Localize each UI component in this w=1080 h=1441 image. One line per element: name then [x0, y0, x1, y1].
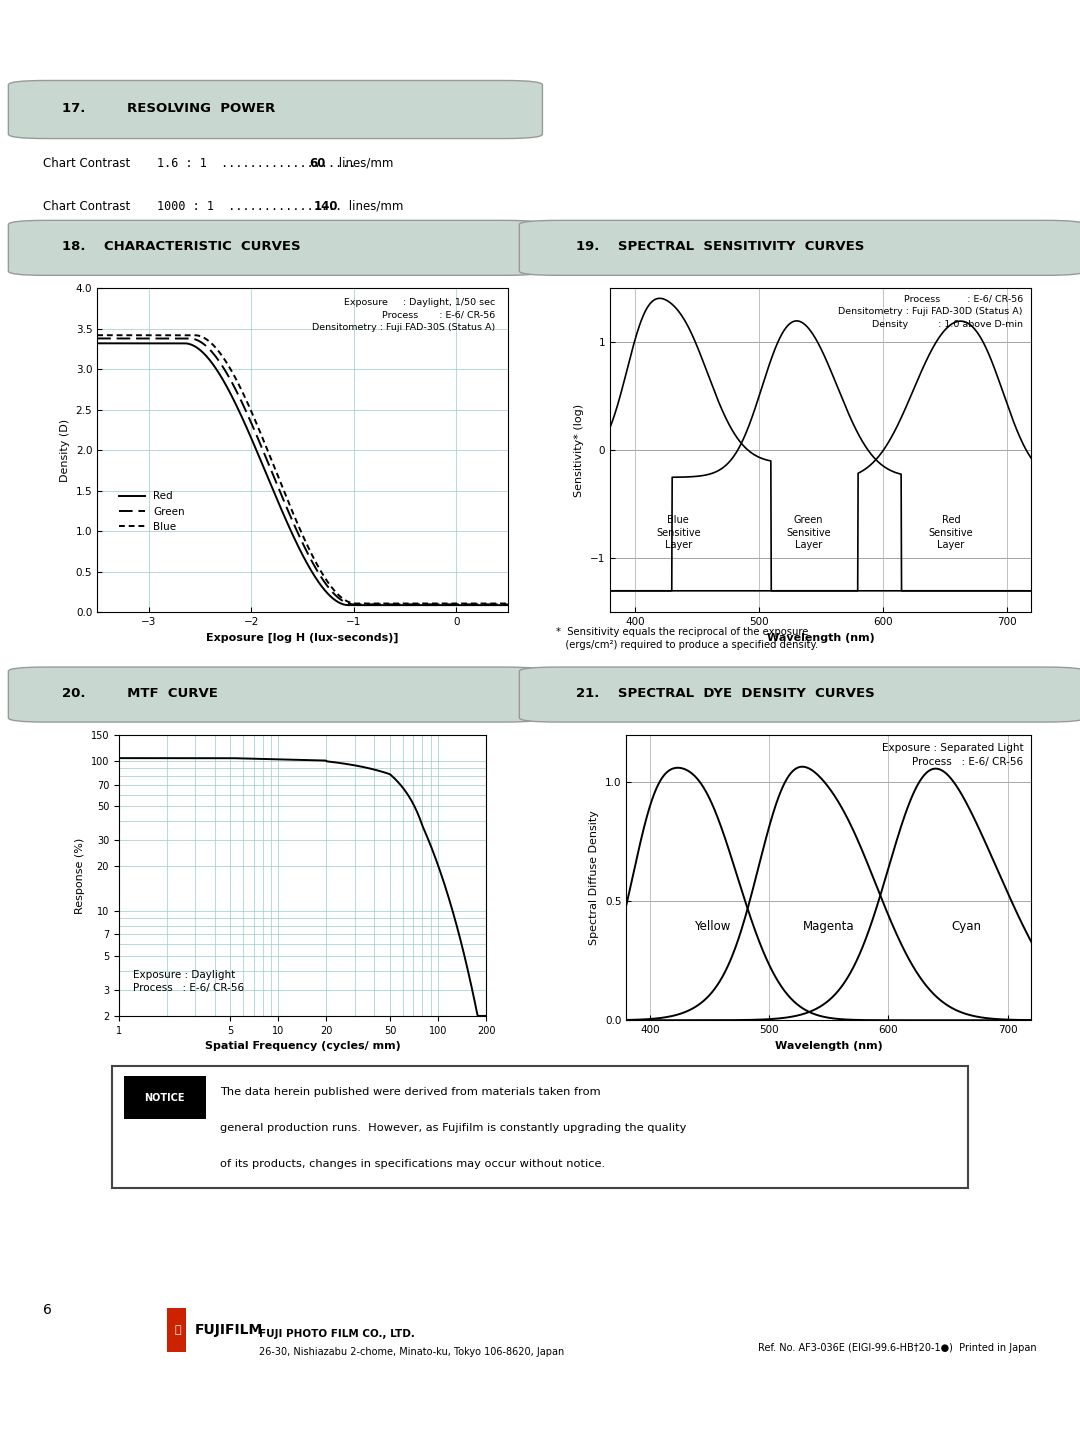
Green	[353, 595, 366, 612]
Text: Chart Contrast: Chart Contrast	[43, 157, 131, 170]
Text: 18.    CHARACTERISTIC  CURVES: 18. CHARACTERISTIC CURVES	[62, 241, 300, 254]
Red	[91, 334, 104, 352]
Red	[342, 597, 355, 614]
Text: lines/mm: lines/mm	[345, 200, 403, 213]
Text: 26-30, Nishiazabu 2-chome, Minato-ku, Tokyo 106-8620, Japan: 26-30, Nishiazabu 2-chome, Minato-ku, To…	[259, 1347, 565, 1357]
Blue	[403, 595, 416, 612]
Text: Ref. No. AF3-036E (EIGI-99.6-HB†20-1●)  Printed in Japan: Ref. No. AF3-036E (EIGI-99.6-HB†20-1●) P…	[758, 1343, 1037, 1353]
Y-axis label: Density (D): Density (D)	[60, 419, 70, 481]
Text: Green
Sensitive
Layer: Green Sensitive Layer	[786, 516, 831, 550]
Text: Chart Contrast: Chart Contrast	[43, 200, 131, 213]
Text: 1000 : 1  ................: 1000 : 1 ................	[158, 200, 342, 213]
Text: 山: 山	[175, 1326, 181, 1334]
FancyBboxPatch shape	[9, 81, 542, 138]
Text: FUJI PHOTO FILM CO., LTD.: FUJI PHOTO FILM CO., LTD.	[259, 1329, 415, 1339]
Green	[445, 595, 458, 612]
Text: 140: 140	[314, 200, 338, 213]
Text: FUJIFILM: FUJIFILM	[195, 1323, 264, 1337]
Blue	[353, 595, 366, 612]
Green	[501, 595, 514, 612]
Red	[445, 597, 458, 614]
X-axis label: Wavelength (nm): Wavelength (nm)	[775, 1040, 882, 1050]
Blue	[340, 592, 353, 610]
Text: Red
Sensitive
Layer: Red Sensitive Layer	[929, 516, 973, 550]
Blue	[350, 595, 363, 612]
Text: of its products, changes in specifications may occur without notice.: of its products, changes in specificatio…	[220, 1159, 606, 1169]
Text: Exposure : Daylight
Process   : E-6/ CR-56: Exposure : Daylight Process : E-6/ CR-56	[134, 970, 244, 993]
Text: Yellow: Yellow	[694, 919, 730, 932]
Y-axis label: Spectral Diffuse Density: Spectral Diffuse Density	[590, 810, 599, 945]
Red	[340, 597, 353, 614]
Text: Process         : E-6/ CR-56
Densitometry : Fuji FAD-30D (Status A)
Density     : Process : E-6/ CR-56 Densitometry : Fuji…	[838, 295, 1023, 329]
Bar	[123, 1076, 205, 1118]
Text: Exposure : Separated Light
Process   : E-6/ CR-56: Exposure : Separated Light Process : E-6…	[881, 744, 1023, 767]
Line: Green: Green	[97, 339, 508, 604]
FancyBboxPatch shape	[9, 667, 542, 722]
Text: 6: 6	[43, 1303, 52, 1317]
Text: 1.6 : 1  ...................: 1.6 : 1 ...................	[158, 157, 356, 170]
X-axis label: Spatial Frequency (cycles/ mm): Spatial Frequency (cycles/ mm)	[204, 1042, 401, 1050]
X-axis label: Wavelength (nm): Wavelength (nm)	[767, 633, 875, 643]
Green	[340, 594, 353, 611]
Legend: Red, Green, Blue: Red, Green, Blue	[114, 487, 189, 536]
FancyBboxPatch shape	[519, 667, 1080, 722]
Red	[329, 592, 342, 610]
X-axis label: Exposure [log H (lux-seconds)]: Exposure [log H (lux-seconds)]	[206, 633, 399, 643]
Y-axis label: Sensitivity* (log): Sensitivity* (log)	[575, 403, 584, 497]
Line: Blue: Blue	[97, 336, 508, 604]
Red	[403, 597, 416, 614]
Text: 19.    SPECTRAL  SENSITIVITY  CURVES: 19. SPECTRAL SENSITIVITY CURVES	[576, 241, 864, 254]
Text: 17.         RESOLVING  POWER: 17. RESOLVING POWER	[62, 102, 275, 115]
Blue	[91, 327, 104, 344]
Red	[501, 597, 514, 614]
FancyBboxPatch shape	[112, 1066, 968, 1187]
Text: NOTICE: NOTICE	[144, 1092, 185, 1102]
Text: 21.    SPECTRAL  DYE  DENSITY  CURVES: 21. SPECTRAL DYE DENSITY CURVES	[576, 687, 875, 700]
Text: Exposure     : Daylight, 1/50 sec
Process       : E-6/ CR-56
Densitometry : Fuji: Exposure : Daylight, 1/50 sec Process : …	[312, 298, 496, 331]
Green	[116, 330, 129, 347]
Text: FUJIFILM DATA SHEET • FUJICHROME PROVIA 100F  Professional  [RDP III]: FUJIFILM DATA SHEET • FUJICHROME PROVIA …	[43, 66, 447, 76]
Text: 20.         MTF  CURVE: 20. MTF CURVE	[62, 687, 218, 700]
Blue	[445, 595, 458, 612]
Text: Magenta: Magenta	[804, 919, 854, 932]
Green	[403, 595, 416, 612]
Line: Red: Red	[97, 343, 508, 605]
Text: 60: 60	[309, 157, 326, 170]
Red	[353, 597, 366, 614]
Red	[116, 334, 129, 352]
Blue	[116, 327, 129, 344]
FancyBboxPatch shape	[9, 220, 542, 275]
Blue	[329, 584, 342, 601]
Text: *  Sensitivity equals the reciprocal of the exposure
   (ergs/cm²) required to p: * Sensitivity equals the reciprocal of t…	[556, 627, 819, 650]
FancyBboxPatch shape	[519, 220, 1080, 275]
Bar	[167, 1308, 187, 1352]
Text: Blue
Sensitive
Layer: Blue Sensitive Layer	[656, 516, 701, 550]
Green	[329, 586, 342, 604]
Blue	[501, 595, 514, 612]
Text: general production runs.  However, as Fujifilm is constantly upgrading the quali: general production runs. However, as Fuj…	[220, 1123, 687, 1133]
Y-axis label: Response (%): Response (%)	[75, 837, 85, 914]
Green	[348, 595, 361, 612]
Green	[91, 330, 104, 347]
Text: The data herein published were derived from materials taken from: The data herein published were derived f…	[220, 1087, 600, 1097]
Text: Cyan: Cyan	[950, 919, 981, 932]
Text: lines/mm: lines/mm	[336, 157, 394, 170]
